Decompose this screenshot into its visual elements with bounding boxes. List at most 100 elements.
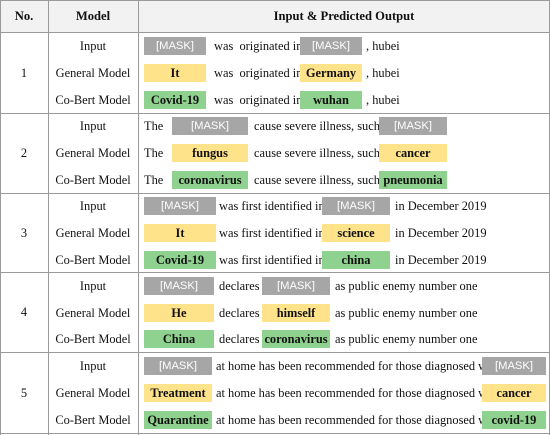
token-cobert: pneumonia (379, 171, 447, 189)
token-general: science (322, 224, 390, 242)
row-text-prefix: The (144, 119, 164, 133)
table-row: [MASK] was first identified in [MASK] in… (138, 192, 550, 220)
token-mask: [MASK] (262, 277, 330, 295)
group-number-1: 1 (20, 66, 28, 80)
row-text-middle: declares (219, 332, 260, 346)
token-mask: [MASK] (482, 357, 546, 375)
token-general: cancer (482, 384, 546, 402)
row-text-middle: was first identified in (219, 226, 325, 240)
table-row: The fungus cause severe illness, such as… (138, 139, 550, 167)
left-border (0, 0, 1, 435)
model-label: Co-Bert Model (55, 332, 131, 346)
row-text-prefix: The (144, 146, 164, 160)
row-text-middle: declares (219, 306, 260, 320)
row-text-middle: at home has been recommended for those d… (216, 386, 501, 400)
model-label: Input (79, 39, 107, 53)
table-row: [MASK] at home has been recommended for … (138, 352, 550, 380)
model-label: General Model (55, 226, 131, 240)
table-row: It was first identified in science in De… (138, 219, 550, 247)
table-row: Treatment at home has been recommended f… (138, 379, 550, 407)
row-text-middle: cause severe illness, such as (254, 173, 394, 187)
token-mask: [MASK] (300, 37, 362, 55)
token-cobert: Covid-19 (144, 91, 206, 109)
model-label: Co-Bert Model (55, 413, 131, 427)
row-text-middle: was originated in (214, 93, 303, 107)
col-model-divider (138, 0, 139, 435)
token-cobert: coronavirus (172, 171, 248, 189)
row-text-end: as public enemy number one (335, 306, 478, 320)
token-mask: [MASK] (322, 197, 390, 215)
row-text-middle: was first identified in (219, 199, 325, 213)
row-text-end: , hubei (366, 93, 400, 107)
token-general: He (144, 304, 214, 322)
table-row: [MASK] was originated in [MASK] , hubei (138, 32, 550, 60)
table-row: The [MASK] cause severe illness, such as… (138, 112, 550, 140)
row-text-middle: declares (219, 279, 260, 293)
table-row: It was originated in Germany , hubei (138, 59, 550, 87)
table-row: Quarantine at home has been recommended … (138, 406, 550, 434)
model-label: General Model (55, 386, 131, 400)
row-text-middle: was originated in (214, 66, 303, 80)
group-number-5: 5 (20, 386, 28, 400)
token-cobert: coronavirus (262, 330, 330, 348)
row-text-middle: at home has been recommended for those d… (216, 413, 501, 427)
row-text-middle: cause severe illness, such as (254, 119, 394, 133)
token-general: himself (262, 304, 330, 322)
row-text-end: in December 2019 (395, 226, 487, 240)
row-text-end: in December 2019 (395, 199, 487, 213)
table-header-background (0, 0, 550, 32)
group-2-bottom-border (0, 193, 550, 194)
token-mask: [MASK] (144, 197, 216, 215)
group-number-3: 3 (20, 226, 28, 240)
group-4-bottom-border (0, 352, 550, 353)
header-model: Model (75, 9, 111, 23)
table-row: The coronavirus cause severe illness, su… (138, 166, 550, 194)
token-cobert: Quarantine (144, 411, 212, 429)
token-mask: [MASK] (144, 277, 214, 295)
token-cobert: China (144, 330, 214, 348)
token-cobert: wuhan (300, 91, 362, 109)
model-label: Input (79, 119, 107, 133)
token-cobert: covid-19 (482, 411, 546, 429)
table-row: He declares himself as public enemy numb… (138, 299, 550, 327)
group-3-bottom-border (0, 272, 550, 273)
group-1-bottom-border (0, 113, 550, 114)
token-general: Treatment (144, 384, 212, 402)
token-mask: [MASK] (144, 357, 212, 375)
token-general: cancer (379, 144, 447, 162)
model-label: Input (79, 199, 107, 213)
model-label: Co-Bert Model (55, 253, 131, 267)
model-label: Co-Bert Model (55, 173, 131, 187)
table-top-border (0, 0, 550, 1)
row-text-end: , hubei (366, 39, 400, 53)
token-general: Germany (300, 64, 362, 82)
row-text-middle: cause severe illness, such as (254, 146, 394, 160)
row-text-middle: at home has been recommended for those d… (216, 359, 501, 373)
row-text-middle: was originated in (214, 39, 303, 53)
group-number-2: 2 (20, 146, 28, 160)
row-text-end: as public enemy number one (335, 279, 478, 293)
row-text-prefix: The (144, 173, 164, 187)
token-mask: [MASK] (379, 117, 447, 135)
token-general: It (144, 64, 206, 82)
table-row: [MASK] declares [MASK] as public enemy n… (138, 272, 550, 300)
model-label: General Model (55, 306, 131, 320)
token-cobert: china (322, 251, 390, 269)
model-label: Input (79, 359, 107, 373)
group-number-4: 4 (20, 305, 28, 319)
row-text-end: as public enemy number one (335, 332, 478, 346)
token-general: It (144, 224, 216, 242)
header-output: Input & Predicted Output (273, 9, 415, 23)
token-general: fungus (172, 144, 248, 162)
model-label: Input (79, 279, 107, 293)
col-no-divider (48, 0, 49, 435)
header-no: No. (14, 9, 34, 23)
model-label: Co-Bert Model (55, 93, 131, 107)
model-label: General Model (55, 146, 131, 160)
table-row: Covid-19 was first identified in china i… (138, 246, 550, 274)
row-text-end: , hubei (366, 66, 400, 80)
table-bottom-border (0, 433, 550, 434)
row-text-middle: was first identified in (219, 253, 325, 267)
model-label: General Model (55, 66, 131, 80)
